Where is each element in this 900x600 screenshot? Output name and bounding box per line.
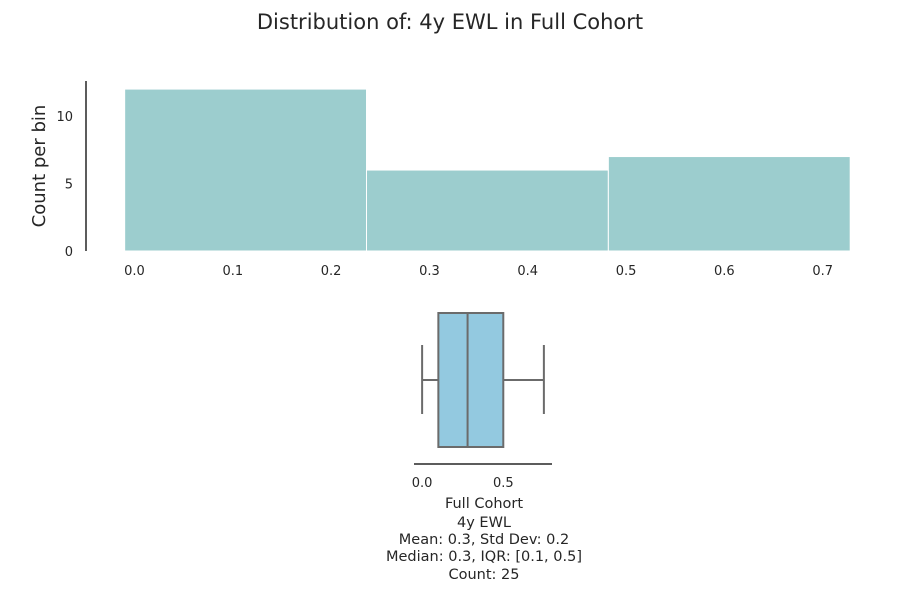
histogram-bars — [124, 88, 851, 252]
box-x-tick-label-1: 0.5 — [493, 476, 514, 491]
x-tick-label-6: 0.6 — [714, 264, 735, 279]
histogram-y-label: Count per bin — [29, 105, 50, 228]
x-tick-label-0: 0.0 — [124, 264, 145, 279]
y-tick-label-2: 10 — [56, 110, 73, 125]
x-tick-label-4: 0.4 — [517, 264, 538, 279]
x-tick-label-7: 0.7 — [812, 264, 833, 279]
histogram-y-ticks: 0 5 10 — [56, 110, 73, 260]
x-tick-label-1: 0.1 — [222, 264, 243, 279]
y-tick-label-0: 0 — [65, 245, 73, 260]
histogram-bar-2 — [607, 156, 851, 252]
histogram-bar-0 — [124, 88, 368, 252]
box-x-tick-label-0: 0.0 — [412, 476, 433, 491]
histogram-x-ticks: 0.0 0.1 0.2 0.3 0.4 0.5 0.6 0.7 — [124, 264, 833, 279]
stats-line-median-iqr: Median: 0.3, IQR: [0.1, 0.5] — [386, 549, 582, 565]
stats-line-variable: 4y EWL — [457, 515, 511, 531]
histogram-panel: 0 5 10 0.0 0.1 0.2 0.3 0.4 0.5 0.6 0.7 Count per … — [29, 81, 851, 279]
boxplot — [421, 312, 545, 448]
boxplot-stats: Full Cohort 4y EWL Mean: 0.3, Std Dev: 0… — [386, 496, 582, 583]
chart-title: Distribution of: 4y EWL in Full Cohort — [257, 10, 643, 34]
x-tick-label-5: 0.5 — [616, 264, 637, 279]
stats-line-cohort: Full Cohort — [445, 496, 523, 512]
stats-line-count: Count: 25 — [448, 567, 519, 583]
boxplot-panel: 0.0 0.5 Full Cohort 4y EWL Mean: 0.3, Std… — [386, 312, 582, 583]
boxplot-x-ticks: 0.0 0.5 — [412, 476, 514, 491]
x-tick-label-2: 0.2 — [321, 264, 342, 279]
histogram-bar-1 — [366, 169, 609, 252]
x-tick-label-3: 0.3 — [419, 264, 440, 279]
stats-line-mean-sd: Mean: 0.3, Std Dev: 0.2 — [399, 532, 569, 548]
iqr-box — [437, 312, 505, 448]
y-tick-label-1: 5 — [65, 178, 73, 193]
